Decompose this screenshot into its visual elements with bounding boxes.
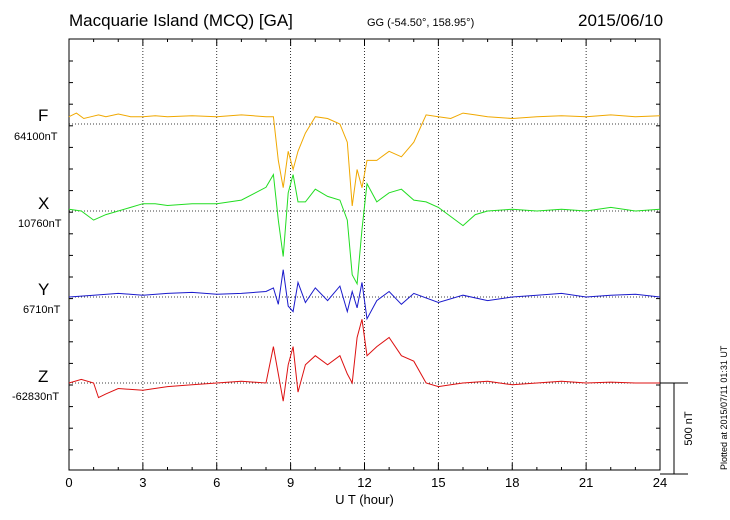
station-coordinates: GG (-54.50°, 158.95°): [367, 17, 475, 29]
x-tick-label: 21: [579, 475, 593, 490]
x-tick-label: 12: [357, 475, 371, 490]
x-tick-label: 9: [287, 475, 294, 490]
label-F: F: [38, 106, 49, 125]
plot-date: 2015/06/10: [578, 11, 664, 30]
label-Z: Z: [38, 367, 49, 386]
label-Y: Y: [38, 280, 50, 299]
x-tick-label: 24: [653, 475, 667, 490]
baseline-Z: -62830nT: [12, 391, 60, 403]
series-line-F: [68, 112, 661, 206]
station-title: Macquarie Island (MCQ) [GA]: [69, 11, 293, 30]
scale-bar-label: 500 nT: [683, 411, 695, 446]
x-tick-label: 18: [505, 475, 519, 490]
series-line-X: [68, 173, 661, 286]
x-axis-label: U T (hour): [335, 492, 394, 507]
x-tick-label: 3: [139, 475, 146, 490]
series-line-Z: [68, 319, 660, 402]
series-line-Y: [68, 269, 661, 321]
x-tick-label: 15: [431, 475, 445, 490]
baseline-X: 10760nT: [18, 218, 62, 230]
label-X: X: [38, 194, 50, 213]
x-tick-label: 6: [213, 475, 220, 490]
baseline-Y: 6710nT: [23, 304, 61, 316]
x-tick-label: 0: [65, 475, 72, 490]
baseline-F: 64100nT: [14, 131, 58, 143]
